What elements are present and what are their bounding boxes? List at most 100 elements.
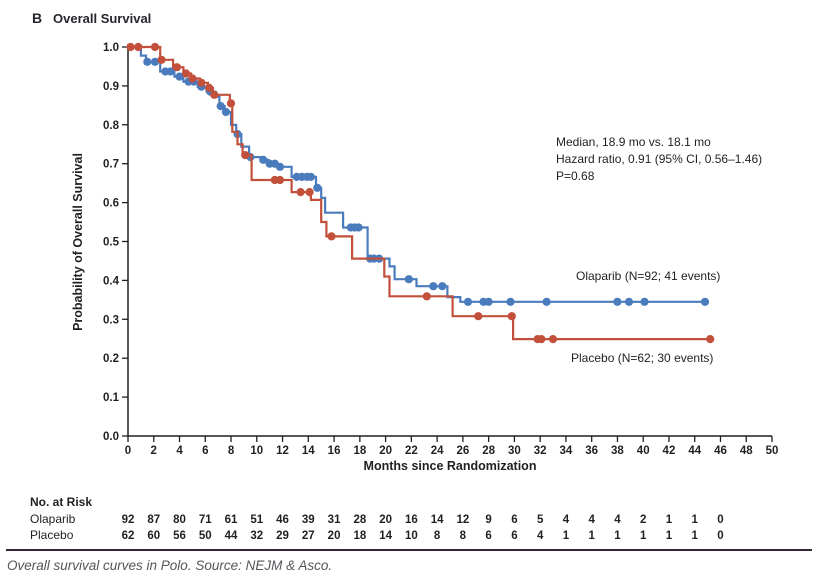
svg-text:14: 14 — [379, 530, 392, 542]
svg-text:6: 6 — [511, 530, 517, 542]
median-annotation: Median, 18.9 mo vs. 18.1 mo — [556, 135, 711, 149]
svg-text:20: 20 — [328, 530, 341, 542]
svg-text:6: 6 — [202, 445, 208, 457]
panel-letter: B — [32, 10, 43, 26]
svg-text:10: 10 — [250, 445, 263, 457]
svg-text:1: 1 — [692, 514, 699, 526]
svg-text:44: 44 — [688, 445, 701, 457]
svg-text:20: 20 — [379, 514, 392, 526]
svg-text:14: 14 — [431, 514, 444, 526]
svg-text:5: 5 — [537, 514, 544, 526]
svg-text:4: 4 — [614, 514, 621, 526]
svg-text:4: 4 — [537, 530, 544, 542]
svg-text:0.0: 0.0 — [103, 431, 119, 443]
svg-text:12: 12 — [456, 514, 469, 526]
svg-text:0.8: 0.8 — [103, 120, 120, 132]
svg-text:50: 50 — [199, 530, 212, 542]
svg-text:0.6: 0.6 — [103, 198, 119, 210]
svg-text:14: 14 — [302, 445, 315, 457]
svg-text:87: 87 — [147, 514, 160, 526]
chart-title: Overall Survival — [53, 11, 152, 26]
y-axis-title: Probability of Overall Survival — [71, 153, 85, 331]
svg-text:34: 34 — [560, 445, 573, 457]
svg-text:0: 0 — [717, 514, 723, 526]
risk-table-header: No. at Risk — [30, 495, 93, 509]
svg-text:40: 40 — [637, 445, 650, 457]
svg-text:6: 6 — [485, 530, 491, 542]
svg-text:16: 16 — [328, 445, 341, 457]
svg-text:0.7: 0.7 — [103, 159, 119, 171]
svg-text:8: 8 — [460, 530, 467, 542]
svg-text:16: 16 — [405, 514, 418, 526]
statistics-annotation: Median, 18.9 mo vs. 18.1 mo Hazard ratio… — [556, 134, 762, 185]
svg-text:38: 38 — [611, 445, 624, 457]
svg-text:46: 46 — [714, 445, 727, 457]
svg-text:31: 31 — [328, 514, 341, 526]
svg-text:0.1: 0.1 — [103, 392, 120, 404]
svg-text:4: 4 — [563, 514, 570, 526]
svg-text:1: 1 — [640, 530, 647, 542]
svg-text:10: 10 — [405, 530, 418, 542]
x-axis-title: Months since Randomization — [363, 459, 537, 473]
svg-text:92: 92 — [122, 514, 135, 526]
svg-text:18: 18 — [353, 530, 366, 542]
svg-text:20: 20 — [379, 445, 392, 457]
svg-text:48: 48 — [740, 445, 753, 457]
svg-text:36: 36 — [585, 445, 598, 457]
caption-divider — [6, 549, 812, 551]
svg-text:51: 51 — [250, 514, 263, 526]
svg-text:0.2: 0.2 — [103, 353, 119, 365]
svg-text:56: 56 — [173, 530, 186, 542]
svg-text:39: 39 — [302, 514, 315, 526]
svg-text:1: 1 — [692, 530, 699, 542]
hazard-ratio-annotation: Hazard ratio, 0.91 (95% CI, 0.56–1.46) — [556, 152, 763, 166]
svg-text:60: 60 — [147, 530, 160, 542]
svg-text:24: 24 — [431, 445, 444, 457]
svg-text:62: 62 — [122, 530, 135, 542]
svg-text:0.4: 0.4 — [103, 275, 120, 287]
svg-text:4: 4 — [588, 514, 595, 526]
svg-text:42: 42 — [663, 445, 676, 457]
svg-text:1: 1 — [588, 530, 595, 542]
svg-text:0: 0 — [717, 530, 723, 542]
svg-text:1: 1 — [666, 514, 673, 526]
svg-text:4: 4 — [176, 445, 183, 457]
svg-text:44: 44 — [225, 530, 238, 542]
svg-text:9: 9 — [485, 514, 491, 526]
svg-text:8: 8 — [434, 530, 441, 542]
svg-text:30: 30 — [508, 445, 521, 457]
svg-text:61: 61 — [225, 514, 238, 526]
risk-row-label-placebo: Placebo — [30, 528, 74, 542]
svg-text:29: 29 — [276, 530, 289, 542]
svg-text:46: 46 — [276, 514, 289, 526]
svg-text:71: 71 — [199, 514, 212, 526]
svg-text:18: 18 — [353, 445, 366, 457]
svg-text:1: 1 — [614, 530, 621, 542]
svg-text:2: 2 — [640, 514, 646, 526]
placebo-curve-label: Placebo (N=62; 30 events) — [571, 351, 714, 365]
svg-text:50: 50 — [766, 445, 779, 457]
svg-text:32: 32 — [250, 530, 263, 542]
svg-text:12: 12 — [276, 445, 289, 457]
svg-text:0: 0 — [125, 445, 131, 457]
svg-text:0.5: 0.5 — [103, 237, 120, 249]
svg-text:80: 80 — [173, 514, 186, 526]
svg-text:28: 28 — [353, 514, 366, 526]
svg-text:6: 6 — [511, 514, 517, 526]
svg-text:2: 2 — [151, 445, 157, 457]
svg-text:0.9: 0.9 — [103, 81, 119, 93]
svg-text:32: 32 — [534, 445, 547, 457]
figure-caption: Overall survival curves in Polo. Source:… — [7, 558, 333, 573]
svg-text:26: 26 — [456, 445, 469, 457]
svg-text:1.0: 1.0 — [103, 42, 119, 54]
risk-row-label-olaparib: Olaparib — [30, 512, 76, 526]
kaplan-meier-plot: 0.00.10.20.30.40.50.60.70.80.91.00 2 4 6 8 10… — [103, 42, 779, 542]
svg-text:28: 28 — [482, 445, 495, 457]
svg-text:27: 27 — [302, 530, 315, 542]
svg-text:8: 8 — [228, 445, 235, 457]
svg-text:22: 22 — [405, 445, 418, 457]
olaparib-curve-label: Olaparib (N=92; 41 events) — [576, 269, 721, 283]
p-value-annotation: P=0.68 — [556, 169, 595, 183]
svg-text:0.3: 0.3 — [103, 314, 119, 326]
